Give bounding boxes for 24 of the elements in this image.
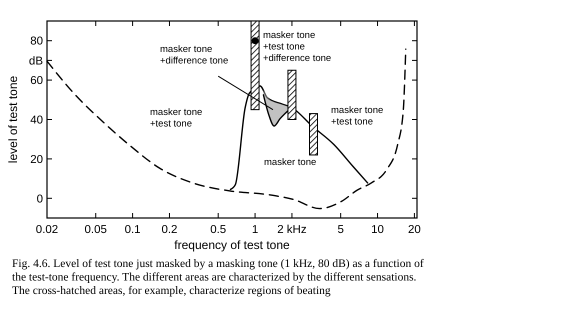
y-tick-label: dB [28, 55, 44, 68]
annotation: masker tone +test tone [331, 105, 384, 128]
y-tick-label: 60 [30, 75, 43, 88]
y-tick-label: 80 [30, 36, 43, 48]
x-tick-label: 0.2 [161, 224, 178, 236]
annotation: masker tone +test tone +difference tone [262, 30, 332, 64]
x-tick-label: 1 [252, 224, 258, 236]
x-tick-label: 0.02 [36, 224, 58, 236]
y-tick-label: 20 [30, 154, 43, 166]
x-tick-label: 10 [371, 224, 384, 236]
annotation: masker tone +test tone [150, 107, 202, 130]
caption: Fig. 4.6. Level of test tone just masked by a masking tone (1 kHz, 80 dB) as a function of the test-tone frequency. The different areas are characterized by the different sensations. The cross-hatched areas, for example, characterize regions of beating [12, 258, 424, 297]
x-tick-label: 20 [408, 224, 421, 236]
annotation: masker tone +difference tone [160, 44, 228, 66]
y-tick-label: 40 [30, 114, 43, 126]
annotation: masker tone [264, 157, 316, 168]
x-tick-label: 5 [337, 224, 344, 236]
x-tick-label: 0.1 [124, 224, 141, 236]
x-tick-label: 0.5 [210, 224, 226, 236]
x-tick-label: 0.05 [84, 224, 107, 236]
y-axis-title: level of test tone [6, 75, 20, 164]
y-tick-label: 0 [36, 193, 43, 206]
x-tick-label: 2 kHz [277, 224, 307, 236]
x-axis-title: frequency of test tone [174, 238, 290, 252]
